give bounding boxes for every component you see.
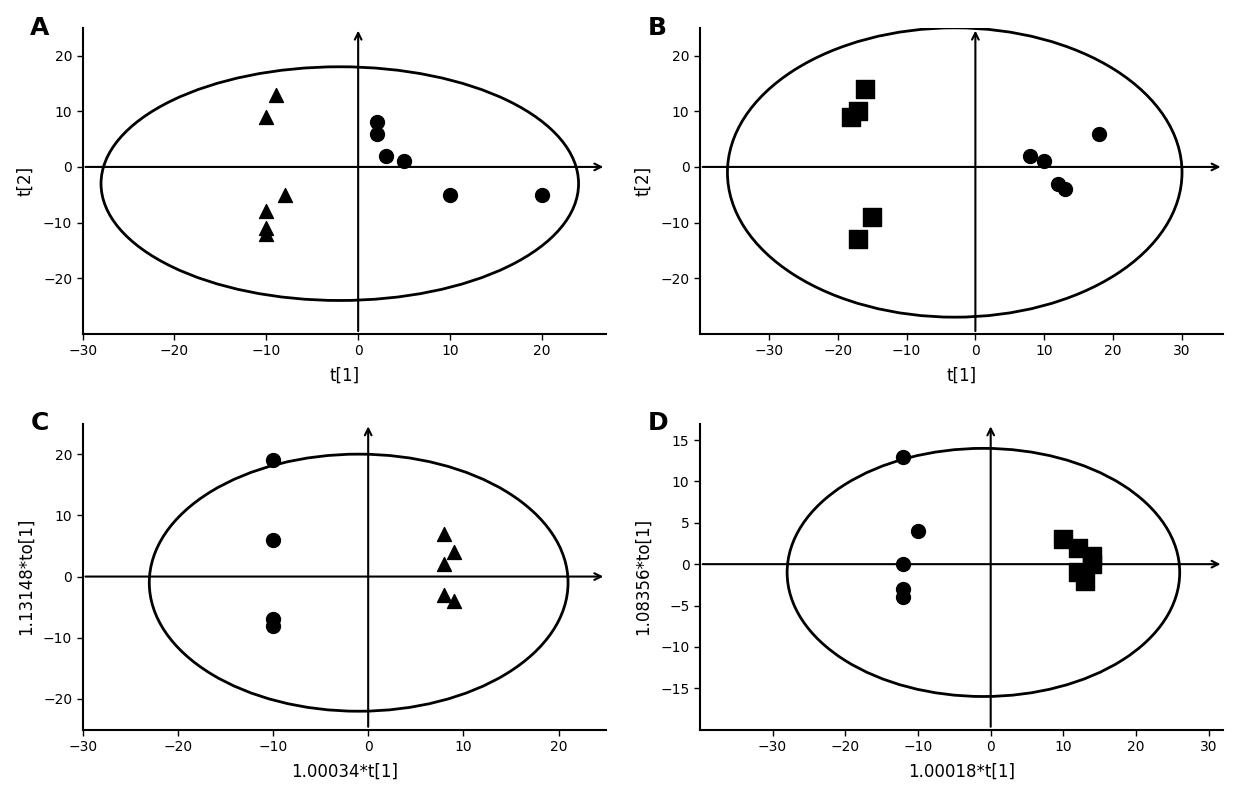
Point bbox=[908, 524, 928, 537]
Point bbox=[263, 613, 283, 626]
Point bbox=[1083, 558, 1102, 571]
Point bbox=[263, 619, 283, 632]
Point bbox=[257, 111, 277, 124]
Point bbox=[444, 546, 464, 559]
Point bbox=[257, 222, 277, 234]
Y-axis label: t[2]: t[2] bbox=[634, 166, 652, 196]
X-axis label: t[1]: t[1] bbox=[946, 367, 977, 385]
Point bbox=[1090, 128, 1110, 140]
Y-axis label: 1.13148*to[1]: 1.13148*to[1] bbox=[16, 518, 35, 635]
Point bbox=[434, 528, 454, 540]
Point bbox=[848, 105, 868, 118]
Point bbox=[1075, 575, 1095, 587]
Point bbox=[1048, 177, 1068, 190]
Point bbox=[394, 155, 414, 167]
Y-axis label: t[2]: t[2] bbox=[16, 166, 35, 196]
Point bbox=[275, 188, 295, 201]
Point bbox=[894, 591, 914, 603]
Point bbox=[1055, 183, 1075, 195]
Text: C: C bbox=[30, 411, 48, 435]
Point bbox=[894, 450, 914, 463]
Point bbox=[367, 128, 387, 140]
Point bbox=[894, 558, 914, 571]
Y-axis label: 1.08356*to[1]: 1.08356*to[1] bbox=[634, 518, 652, 635]
Point bbox=[842, 111, 862, 124]
Text: D: D bbox=[647, 411, 668, 435]
X-axis label: 1.00034*t[1]: 1.00034*t[1] bbox=[291, 763, 398, 780]
Point bbox=[367, 116, 387, 129]
Point bbox=[444, 595, 464, 607]
Point bbox=[434, 588, 454, 601]
Point bbox=[376, 149, 396, 162]
Point bbox=[440, 188, 460, 201]
Text: B: B bbox=[647, 16, 667, 40]
Point bbox=[1083, 549, 1102, 562]
Point bbox=[1068, 541, 1087, 554]
Point bbox=[848, 233, 868, 245]
X-axis label: t[1]: t[1] bbox=[330, 367, 360, 385]
Point bbox=[894, 583, 914, 595]
Point bbox=[1068, 566, 1087, 579]
Text: A: A bbox=[30, 16, 50, 40]
Point bbox=[532, 188, 552, 201]
Point bbox=[265, 88, 285, 101]
Point bbox=[1054, 533, 1074, 546]
Point bbox=[257, 227, 277, 240]
Point bbox=[263, 533, 283, 546]
Point bbox=[862, 210, 882, 223]
Point bbox=[263, 454, 283, 467]
Point bbox=[856, 83, 875, 96]
Point bbox=[1034, 155, 1054, 167]
X-axis label: 1.00018*t[1]: 1.00018*t[1] bbox=[908, 763, 1016, 780]
Point bbox=[257, 205, 277, 218]
Point bbox=[434, 558, 454, 571]
Point bbox=[1021, 149, 1040, 162]
